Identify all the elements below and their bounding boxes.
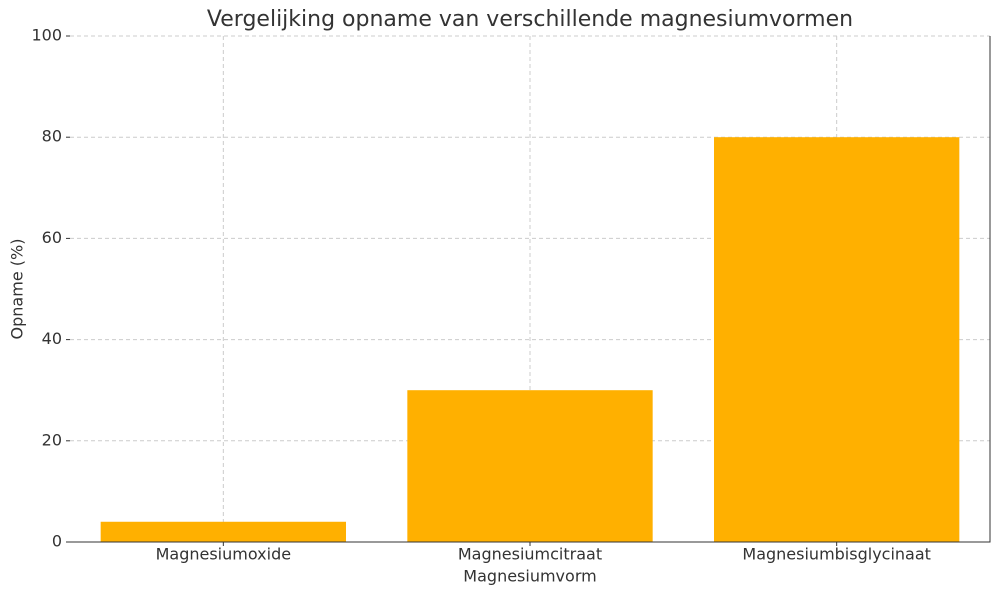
x-tick-label: Magnesiumoxide [156,545,291,564]
y-tick-label: 60 [42,228,62,247]
plot-frame [69,35,991,543]
bar [407,390,653,542]
x-tick-label: Magnesiumbisglycinaat [742,545,931,564]
chart-title: Vergelijking opname van verschillende ma… [207,7,853,32]
y-axis-label: Opname (%) [8,239,27,340]
y-tick-label: 100 [31,26,62,45]
bar [100,521,347,542]
bar [714,137,960,542]
y-tick-label: 80 [42,127,62,146]
y-tick-label: 20 [42,430,62,449]
x-tick-label: Magnesiumcitraat [458,545,602,564]
x-axis-label: Magnesiumvorm [463,567,596,586]
y-tick-label: 40 [42,329,62,348]
y-tick-label: 0 [52,532,62,551]
